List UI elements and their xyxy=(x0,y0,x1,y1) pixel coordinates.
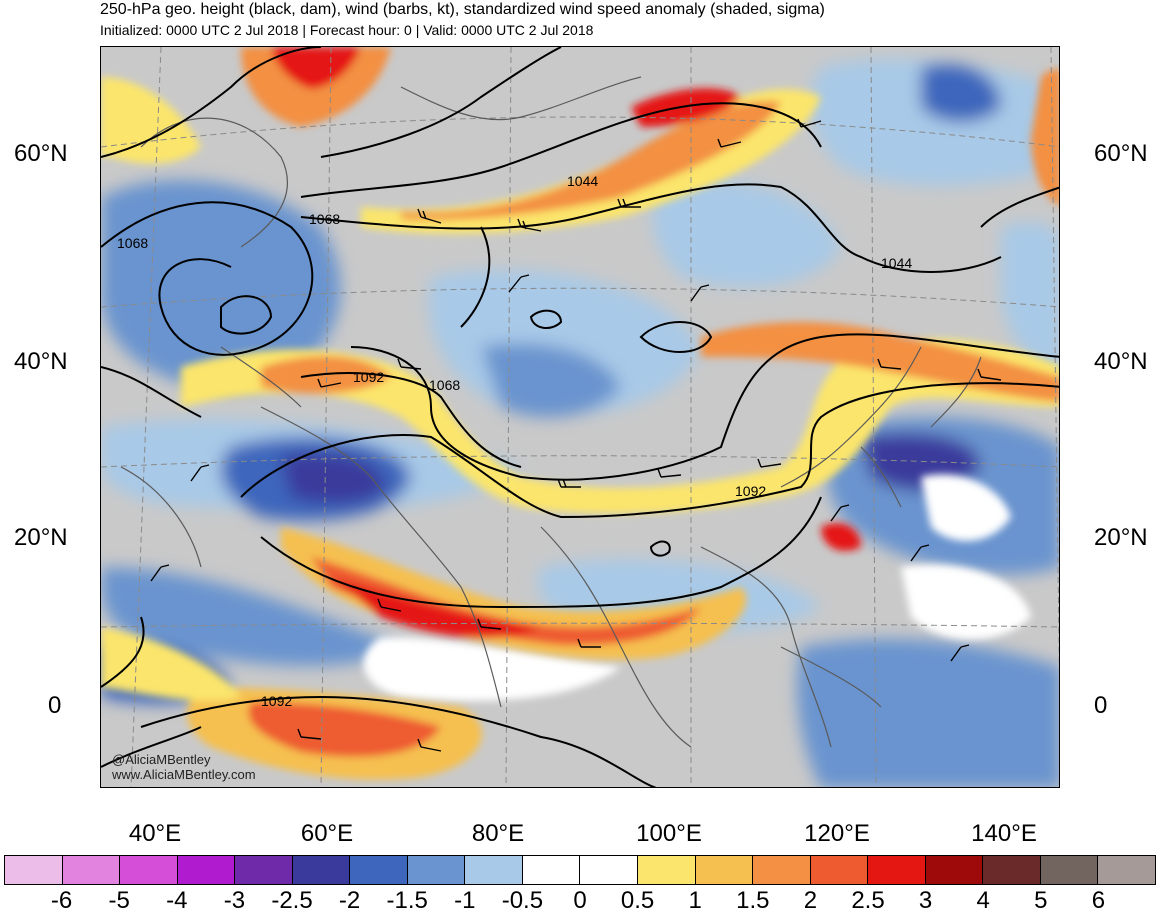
colorbar-swatch xyxy=(5,856,63,884)
credit-url: www.AliciaMBentley.com xyxy=(112,767,256,782)
graticule xyxy=(101,47,1059,787)
contour-label: 1068 xyxy=(309,211,341,227)
colorbar-swatch xyxy=(177,856,236,884)
colorbar-swatch xyxy=(925,856,984,884)
colorbar-tick-label: 6 xyxy=(1091,887,1106,914)
colorbar-tick-label: -3 xyxy=(223,887,246,914)
colorbar-tick-label: 2.5 xyxy=(851,887,885,914)
lon-label: 80°E xyxy=(471,820,525,847)
colorbar-swatch xyxy=(292,856,351,884)
colorbar-tick-label: -0.5 xyxy=(501,887,544,914)
colorbar-tick-label: -2.5 xyxy=(271,887,313,914)
colorbar-tick-label: -2 xyxy=(338,887,361,914)
colorbar-swatch xyxy=(580,856,639,884)
credit-handle: @AliciaMBentley xyxy=(112,752,211,767)
colorbar-swatch xyxy=(235,856,293,884)
lat-label-right: 0 xyxy=(1094,692,1108,719)
colorbar-swatch xyxy=(1098,856,1155,884)
colorbar-tick-label: -4 xyxy=(166,887,188,914)
colorbar-tick-label: -6 xyxy=(50,887,73,914)
lon-label: 140°E xyxy=(971,820,1037,847)
colorbar-swatch xyxy=(638,856,696,884)
colorbar-swatch xyxy=(522,856,581,884)
contour-label: 1068 xyxy=(429,377,461,393)
lon-label: 60°E xyxy=(300,820,354,847)
chart-subtitle: Initialized: 0000 UTC 2 Jul 2018 | Forec… xyxy=(100,22,594,38)
contour-label: 1044 xyxy=(567,173,599,189)
lat-label-left: 60°N xyxy=(14,140,68,167)
colorbar-swatch xyxy=(465,856,523,884)
neutral-shading xyxy=(363,474,1031,701)
positive-anomaly-shading xyxy=(101,47,1059,780)
coastlines xyxy=(120,76,982,748)
colorbar-swatch xyxy=(350,856,408,884)
colorbar-tick-label: 0.5 xyxy=(620,887,655,914)
colorbar-swatch xyxy=(983,856,1041,884)
colorbar-tick-label: -1 xyxy=(454,887,476,914)
colorbar-swatch xyxy=(810,856,869,884)
colorbar-swatch xyxy=(695,856,754,884)
contour-label: 1092 xyxy=(735,483,767,499)
lat-label-right: 60°N xyxy=(1094,140,1148,167)
colorbar-tick-label: 4 xyxy=(976,887,990,914)
lat-label-right: 40°N xyxy=(1094,348,1148,375)
wind-barbs xyxy=(150,118,1002,752)
lat-label-left: 40°N xyxy=(14,348,68,375)
height-contours xyxy=(101,47,1059,787)
contour-label: 1068 xyxy=(117,235,149,251)
weather-map: 1068 1068 1044 1044 1092 1068 1092 1092 xyxy=(100,46,1060,788)
colorbar-swatch xyxy=(62,856,121,884)
lat-label-right: 20°N xyxy=(1094,524,1148,551)
colorbar-swatch xyxy=(407,856,466,884)
lon-label: 120°E xyxy=(804,820,870,847)
lon-label: 40°E xyxy=(128,820,182,847)
colorbar-tick-label: 1 xyxy=(688,887,702,914)
colorbar-tick-label: 5 xyxy=(1034,887,1048,914)
colorbar-swatch xyxy=(868,856,926,884)
chart-title: 250-hPa geo. height (black, dam), wind (… xyxy=(100,1,825,18)
lat-label-left: 20°N xyxy=(14,524,68,551)
contour-label: 1092 xyxy=(353,369,385,385)
colorbar-tick-label: 2 xyxy=(803,887,818,914)
lat-label-left: 0 xyxy=(48,692,62,719)
colorbar-tick-label: 3 xyxy=(918,887,933,914)
contour-label: 1092 xyxy=(261,693,293,709)
colorbar-tick-label: 0 xyxy=(573,887,587,914)
map-graphic xyxy=(101,47,1059,787)
colorbar-swatch xyxy=(753,856,811,884)
colorbar-swatch xyxy=(120,856,178,884)
colorbar-swatch xyxy=(1040,856,1099,884)
contour-label: 1044 xyxy=(881,255,913,271)
colorbar-tick-label: 1.5 xyxy=(736,887,770,914)
colorbar-tick-label: -1.5 xyxy=(386,887,428,914)
lon-label: 100°E xyxy=(636,820,702,847)
colorbar xyxy=(4,855,1156,885)
colorbar-tick-label: -5 xyxy=(108,887,130,914)
